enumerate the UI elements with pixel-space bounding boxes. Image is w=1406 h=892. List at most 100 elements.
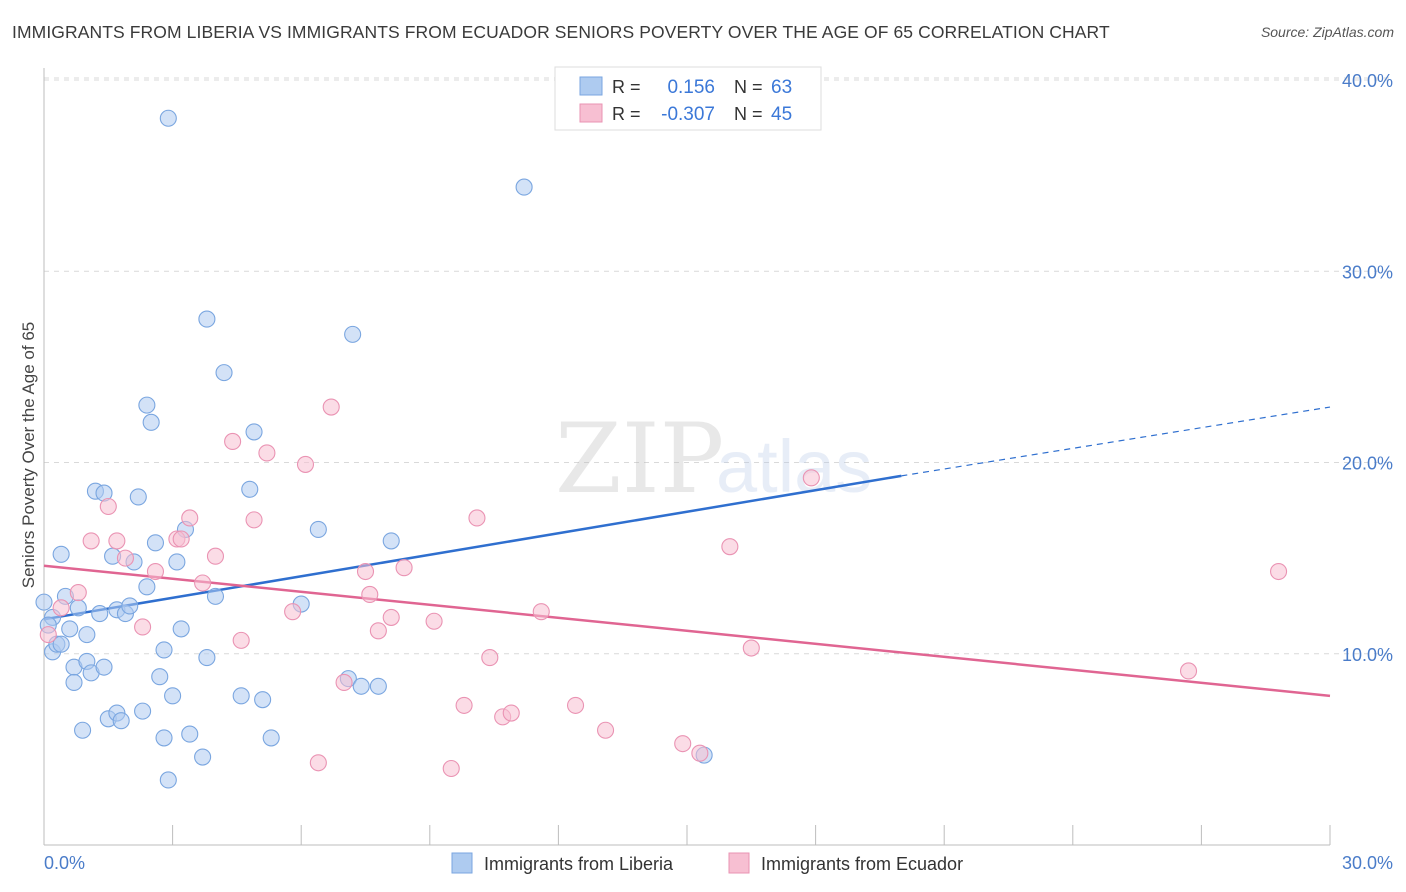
point-ecuador-3 (82, 532, 100, 550)
watermark: ZIP atlas (555, 403, 872, 515)
legend-r-value-liberia: 0.156 (667, 77, 715, 98)
source-credit: Source: ZipAtlas.com (1260, 24, 1394, 40)
point-ecuador-14 (224, 432, 242, 451)
point-liberia-46 (206, 587, 225, 605)
point-liberia-11 (74, 721, 92, 739)
point-ecuador-39 (691, 744, 709, 762)
point-ecuador-43 (1179, 662, 1198, 680)
y-tick-labels: 10.0% 20.0% 30.0% 40.0% (1342, 71, 1393, 665)
point-liberia-33 (151, 668, 169, 686)
legend-r-label-liberia: R = (612, 77, 641, 97)
trend-line-liberia (43, 474, 902, 621)
trend-lines (43, 406, 1331, 698)
point-liberia-27 (129, 488, 147, 506)
point-ecuador-25 (369, 622, 387, 640)
point-liberia-57 (352, 677, 370, 695)
point-liberia-32 (146, 534, 165, 552)
point-liberia-38 (164, 687, 182, 705)
point-ecuador-8 (146, 562, 165, 581)
point-ecuador-29 (442, 759, 460, 778)
point-liberia-29 (138, 578, 156, 596)
point-liberia-49 (241, 480, 259, 498)
point-ecuador-15 (232, 631, 250, 649)
point-ecuador-28 (425, 612, 443, 630)
point-liberia-31 (142, 413, 160, 431)
point-liberia-34 (155, 641, 173, 659)
y-tick-label-40: 40.0% (1342, 71, 1393, 91)
point-liberia-50 (245, 423, 263, 441)
point-ecuador-5 (108, 532, 126, 550)
point-ecuador-16 (245, 511, 263, 529)
point-ecuador-0 (39, 626, 57, 644)
point-ecuador-12 (194, 574, 212, 592)
point-ecuador-22 (335, 673, 353, 691)
x-tick-label-min: 0.0% (44, 853, 85, 873)
point-ecuador-34 (502, 704, 520, 722)
point-ecuador-30 (455, 696, 473, 714)
point-ecuador-10 (172, 530, 190, 548)
point-liberia-42 (181, 725, 199, 743)
point-liberia-28 (134, 702, 152, 720)
point-liberia-5 (52, 635, 70, 653)
point-liberia-56 (344, 325, 362, 343)
y-tick-label-20: 20.0% (1342, 454, 1393, 474)
point-liberia-43 (194, 748, 212, 766)
point-liberia-18 (95, 658, 113, 676)
point-liberia-23 (112, 712, 130, 730)
point-ecuador-32 (481, 649, 499, 667)
point-liberia-52 (262, 729, 280, 747)
point-liberia-13 (78, 626, 96, 644)
legend-n-label-ecuador: N = (734, 104, 763, 124)
point-ecuador-26 (382, 608, 400, 626)
y-axis-label: Seniors Poverty Over the Age of 65 (19, 322, 38, 588)
point-liberia-51 (254, 691, 272, 709)
legend-n-label-liberia: N = (734, 77, 763, 97)
point-liberia-30 (138, 396, 156, 414)
x-tick-label-max: 30.0% (1342, 853, 1393, 873)
point-ecuador-1 (52, 599, 70, 617)
point-liberia-16 (91, 605, 109, 623)
point-ecuador-18 (284, 603, 302, 621)
bottom-legend-label-liberia: Immigrants from Liberia (484, 854, 674, 874)
y-tick-label-10: 10.0% (1342, 645, 1393, 665)
point-liberia-9 (65, 673, 83, 691)
point-liberia-7 (61, 620, 79, 638)
bottom-legend-swatch-ecuador (728, 852, 750, 874)
legend-swatch-liberia (579, 76, 603, 96)
y-tick-label-30: 30.0% (1342, 262, 1393, 282)
point-liberia-47 (215, 364, 233, 382)
point-liberia-4 (52, 545, 70, 563)
point-ecuador-44 (1270, 562, 1288, 581)
point-liberia-35 (155, 729, 173, 747)
point-ecuador-2 (69, 583, 87, 602)
bottom-legend-swatch-liberia (451, 852, 473, 874)
point-liberia-40 (172, 620, 190, 638)
legend-r-label-ecuador: R = (612, 104, 641, 124)
point-ecuador-24 (361, 585, 379, 604)
legend-swatch-ecuador (579, 103, 603, 123)
point-ecuador-38 (674, 735, 692, 753)
point-liberia-48 (232, 687, 250, 705)
trend-line-liberia-extension (901, 406, 1331, 477)
point-ecuador-4 (99, 497, 117, 516)
point-liberia-58 (369, 677, 387, 695)
bottom-legend-label-ecuador: Immigrants from Ecuador (761, 854, 963, 874)
point-liberia-54 (309, 520, 327, 538)
data-points (35, 109, 1288, 789)
point-liberia-25 (121, 597, 139, 615)
legend-n-value-liberia: 63 (771, 77, 792, 98)
trend-line-ecuador (43, 564, 1331, 698)
legend-n-value-ecuador: 45 (771, 104, 792, 125)
point-liberia-59 (382, 532, 400, 550)
watermark-zip: ZIP (555, 403, 724, 515)
point-ecuador-42 (802, 469, 820, 487)
point-ecuador-13 (206, 547, 225, 565)
watermark-atlas: atlas (716, 425, 872, 508)
point-ecuador-19 (296, 455, 315, 473)
point-ecuador-40 (721, 538, 739, 556)
legend-box: R = 0.156 N = 63 R = -0.307 N = 45 (554, 66, 822, 131)
axes (43, 68, 1331, 846)
point-liberia-37 (159, 109, 177, 127)
grid-lines (44, 77, 1393, 655)
point-ecuador-23 (356, 562, 375, 581)
